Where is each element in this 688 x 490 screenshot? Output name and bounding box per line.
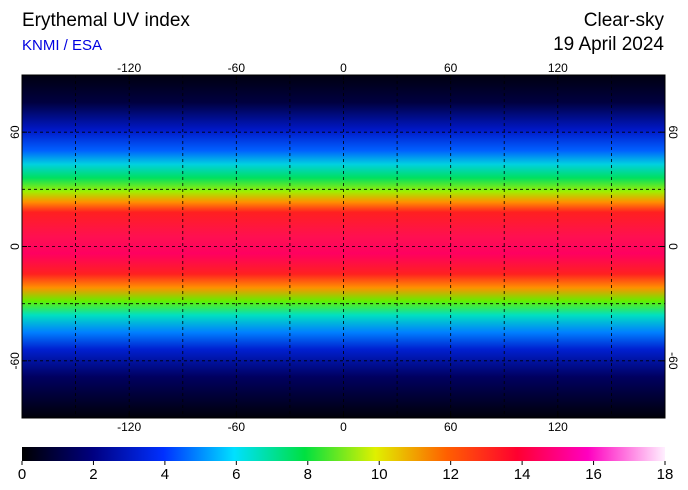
condition: Clear-sky bbox=[584, 10, 665, 31]
lon-label-bottom: -60 bbox=[228, 420, 246, 434]
lon-label-bottom: 120 bbox=[548, 420, 568, 434]
colorbar-label: 0 bbox=[18, 466, 26, 483]
colorbar-label: 12 bbox=[442, 466, 459, 483]
title: Erythemal UV index bbox=[22, 10, 190, 31]
lat-label-left: 60 bbox=[8, 125, 22, 139]
lat-label-right: 0 bbox=[666, 243, 680, 250]
lat-label-left: -60 bbox=[8, 352, 22, 370]
lon-label-bottom: 60 bbox=[444, 420, 458, 434]
lon-label-bottom: -120 bbox=[117, 420, 141, 434]
colorbar-label: 2 bbox=[89, 466, 97, 483]
lon-label-top: -120 bbox=[117, 61, 141, 75]
lon-label-top: 60 bbox=[444, 61, 458, 75]
lat-label-right: -60 bbox=[666, 352, 680, 370]
source: KNMI / ESA bbox=[22, 37, 102, 54]
colorbar-label: 10 bbox=[371, 466, 388, 483]
colorbar-label: 6 bbox=[232, 466, 240, 483]
lon-label-top: 0 bbox=[340, 61, 347, 75]
date: 19 April 2024 bbox=[553, 34, 664, 55]
colorbar-label: 4 bbox=[161, 466, 169, 483]
lon-label-top: 120 bbox=[548, 61, 568, 75]
lat-label-right: 60 bbox=[666, 125, 680, 139]
colorbar bbox=[22, 447, 665, 461]
colorbar-label: 18 bbox=[657, 466, 674, 483]
lat-label-left: 0 bbox=[8, 243, 22, 250]
colorbar-label: 14 bbox=[514, 466, 531, 483]
ticks: -120 -120 -60 -60 0 0 60 60 120 120 60 60 0 0 -60 -60 0 2… bbox=[8, 61, 680, 483]
lon-label-top: -60 bbox=[228, 61, 246, 75]
colorbar-label: 8 bbox=[304, 466, 312, 483]
colorbar-label: 16 bbox=[585, 466, 602, 483]
lon-label-bottom: 0 bbox=[340, 420, 347, 434]
graticule bbox=[22, 75, 665, 418]
